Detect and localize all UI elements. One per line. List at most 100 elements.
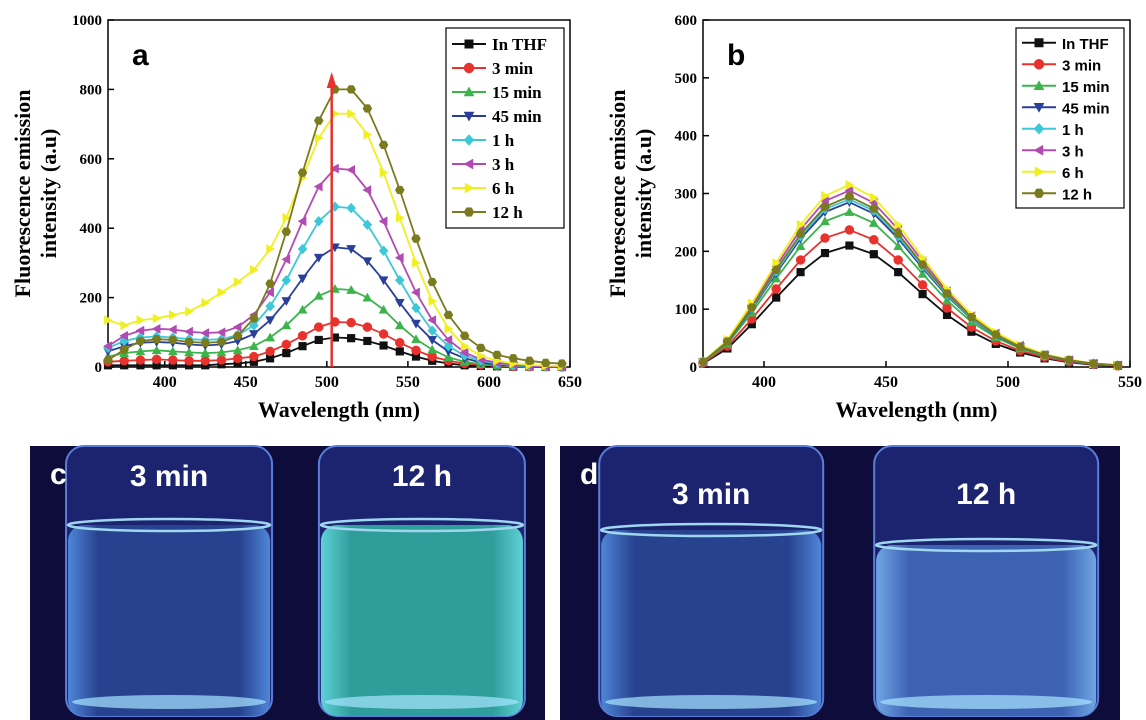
marker [378, 276, 389, 286]
legend-marker [1034, 166, 1045, 178]
marker [942, 289, 952, 298]
marker [428, 296, 438, 306]
vial-liquid [601, 530, 822, 716]
y-tick-label: 1000 [72, 13, 102, 29]
marker [394, 298, 405, 308]
y-tick-label: 600 [80, 152, 103, 168]
marker [771, 284, 781, 294]
y-tick-label: 200 [675, 244, 698, 260]
marker [893, 255, 903, 265]
y-axis-label: Fluorescence emission [10, 90, 35, 298]
marker [540, 358, 551, 367]
marker [104, 315, 114, 326]
marker [795, 229, 806, 239]
marker [297, 304, 308, 314]
marker [820, 248, 830, 258]
legend-marker [1033, 122, 1045, 135]
marker [151, 323, 161, 334]
marker [427, 336, 438, 345]
marker [168, 335, 178, 345]
x-tick-label: 550 [396, 374, 420, 391]
marker [216, 337, 227, 347]
marker [844, 225, 855, 235]
marker [492, 350, 502, 360]
series-line [107, 246, 562, 368]
marker [557, 359, 567, 368]
marker [524, 356, 535, 365]
marker [395, 337, 405, 348]
series-line [702, 244, 1118, 367]
marker [395, 185, 405, 195]
legend-marker [463, 134, 475, 146]
x-tick-label: 500 [996, 374, 1020, 391]
marker [363, 129, 373, 140]
marker [184, 326, 193, 337]
legend-label: In THF [1062, 36, 1109, 53]
marker [379, 341, 388, 350]
arrow-head [326, 72, 337, 89]
marker [917, 260, 928, 269]
marker [443, 310, 454, 320]
marker [459, 331, 470, 340]
marker [167, 324, 177, 335]
marker [379, 167, 389, 178]
marker [232, 331, 243, 340]
marker [249, 314, 259, 323]
marker [216, 355, 227, 365]
marker [282, 212, 292, 223]
legend-label: 12 h [1062, 186, 1092, 203]
marker [265, 287, 274, 298]
marker [869, 235, 879, 245]
marker [427, 277, 437, 287]
y-tick-label: 800 [80, 82, 103, 98]
marker [894, 219, 904, 230]
legend-label: 3 h [492, 155, 515, 174]
vial-base-glow [324, 695, 519, 709]
y-tick-label: 200 [80, 291, 103, 307]
marker [119, 356, 129, 366]
legend-box [1015, 27, 1125, 209]
marker [362, 104, 373, 113]
x-tick-label: 400 [752, 374, 776, 391]
marker [1015, 342, 1025, 351]
marker [460, 341, 470, 352]
marker [444, 323, 454, 334]
marker [918, 290, 927, 299]
photo-caption: 3 min [130, 460, 208, 493]
marker [168, 310, 178, 320]
y-axis-label: intensity (a.u) [36, 129, 61, 259]
marker [795, 241, 806, 250]
legend-marker [1033, 103, 1045, 113]
marker [102, 341, 112, 352]
vial-liquid [876, 545, 1097, 716]
marker [443, 352, 454, 362]
marker [966, 313, 977, 322]
x-tick-label: 450 [874, 374, 898, 391]
marker [378, 216, 388, 227]
legend-marker [463, 86, 475, 97]
series-line [702, 183, 1118, 367]
marker [265, 346, 275, 357]
x-tick-label: 400 [153, 374, 177, 391]
marker [1064, 355, 1074, 365]
marker [313, 253, 324, 263]
panel-label: d [580, 458, 598, 491]
marker [845, 241, 854, 250]
marker [347, 334, 356, 343]
y-tick-label: 100 [675, 302, 698, 318]
marker [282, 349, 291, 358]
marker [184, 356, 194, 366]
marker [820, 233, 830, 243]
marker [136, 315, 146, 326]
marker [771, 265, 781, 274]
marker [427, 325, 438, 336]
meniscus [66, 517, 272, 533]
marker [185, 306, 195, 317]
marker [795, 255, 806, 265]
marker [232, 322, 242, 333]
marker [168, 355, 178, 365]
marker [184, 347, 194, 357]
marker [411, 302, 421, 314]
marker [281, 274, 292, 286]
marker [917, 280, 928, 290]
